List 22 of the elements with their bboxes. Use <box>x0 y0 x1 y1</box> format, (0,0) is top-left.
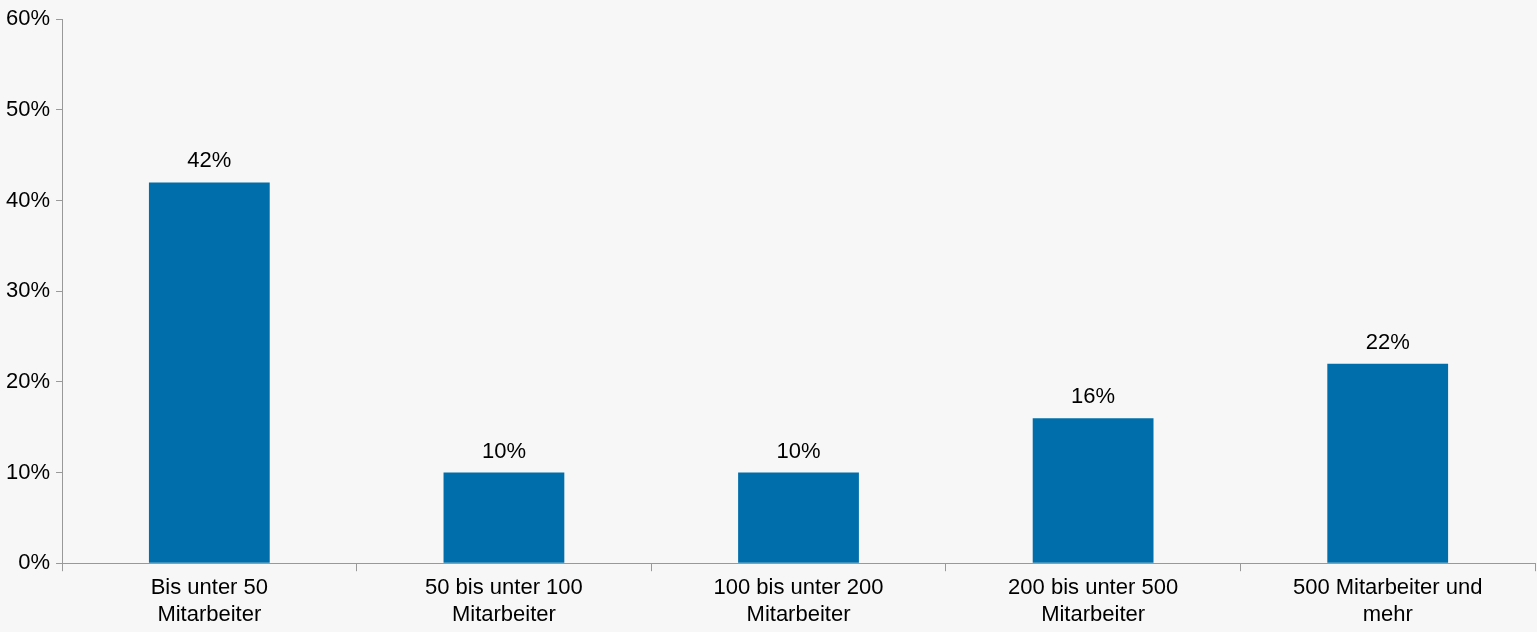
x-tick-label: 100 bis unter 200 Mitarbeiter <box>713 574 884 626</box>
y-tick-label: 20% <box>5 367 51 393</box>
data-label: 10% <box>481 437 526 463</box>
data-label: 22% <box>1365 328 1410 354</box>
data-label: 10% <box>776 437 821 463</box>
bar <box>148 182 270 563</box>
x-tick-label: 500 Mitarbeiter und mehr <box>1292 574 1483 626</box>
bar <box>1327 363 1449 563</box>
y-tick-label: 30% <box>5 277 51 303</box>
x-tick-label: Bis unter 50 Mitarbeiter <box>150 574 269 626</box>
x-tick-label: 50 bis unter 100 Mitarbeiter <box>425 574 583 626</box>
bar <box>738 472 859 563</box>
y-tick-label: 10% <box>5 458 51 484</box>
bar <box>443 472 565 563</box>
y-tick-label: 50% <box>5 95 51 121</box>
data-label: 42% <box>187 147 232 173</box>
y-tick-label: 0% <box>18 549 51 575</box>
y-tick-label: 40% <box>5 186 51 212</box>
y-tick-label: 60% <box>5 5 51 31</box>
bar <box>1032 418 1154 563</box>
x-tick-label: 200 bis unter 500 Mitarbeiter <box>1008 574 1179 626</box>
data-label: 16% <box>1071 383 1116 409</box>
